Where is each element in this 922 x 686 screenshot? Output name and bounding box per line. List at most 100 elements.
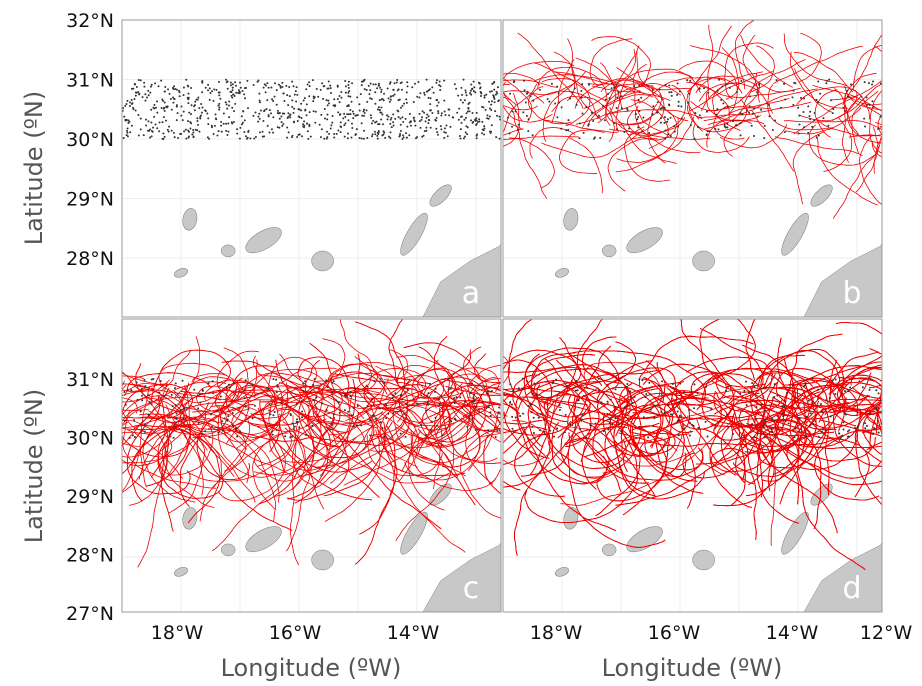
trajectory [880,387,882,391]
trajectory [574,78,655,109]
trajectory [122,379,170,403]
particle [640,96,643,99]
particle [296,418,299,421]
particle [560,127,563,130]
particle [305,424,308,427]
particle [295,86,298,89]
particle [453,397,456,400]
particle [667,103,670,106]
trajectory [880,379,882,382]
particle [875,389,878,392]
trajectory [503,120,523,131]
trajectory [529,127,576,159]
island [220,244,236,258]
particle [793,436,796,439]
particle [286,126,289,129]
particle [706,435,709,438]
particle [301,416,304,419]
particle [297,115,300,118]
trajectory [256,413,292,467]
trajectory [584,416,687,458]
particle [292,121,295,124]
trajectory [731,402,746,481]
particle [433,390,436,393]
trajectory [179,434,203,507]
particle [472,396,475,399]
particle [678,414,681,417]
particle [346,113,349,116]
particle [726,385,729,388]
particle [400,88,403,91]
particle [663,106,666,109]
particle [403,102,406,105]
particle [331,121,334,124]
particle [257,115,260,118]
particle [258,112,261,115]
trajectory [676,319,756,404]
particle [457,118,460,121]
particle [231,83,234,86]
particle [763,423,766,426]
trajectory [483,435,501,495]
particle [405,101,408,104]
particle [175,417,178,420]
particle [280,401,283,404]
particle [125,103,128,106]
particle [527,118,530,121]
particle [703,87,706,90]
particle [293,107,296,110]
trajectory [703,83,761,130]
particle [204,86,207,89]
panel-label: b [842,276,861,311]
trajectory [834,88,861,138]
trajectory [447,379,501,416]
particle [139,410,142,413]
trajectory [699,328,764,399]
particle [638,110,641,113]
particle [460,86,463,89]
particle [438,403,441,406]
particle [347,91,350,94]
trajectory [589,38,633,87]
particle [459,396,462,399]
particle [198,393,201,396]
particle [208,137,211,140]
particle [281,81,284,84]
trajectory [686,25,732,93]
trajectory [503,397,549,465]
particle [483,133,486,136]
trajectory [880,379,882,382]
particle [763,409,766,412]
particle [478,118,481,121]
particle [578,122,581,125]
trajectory [715,392,784,413]
particle [671,382,674,385]
trajectory [672,398,736,476]
trajectory [571,381,682,419]
particle [869,378,872,381]
particle [219,97,222,100]
particle [758,82,761,85]
island [555,567,569,577]
particle [300,116,303,119]
particle [247,407,250,410]
trajectory [832,382,882,467]
trajectory [880,497,882,500]
particle [225,129,228,132]
particle [469,392,472,395]
y-tick-label: 28°N [66,545,114,567]
trajectory [680,319,736,391]
particle [750,124,753,127]
particle [817,101,820,104]
particle [781,412,784,415]
particle [244,97,247,100]
particle [193,388,196,391]
particle [308,123,311,126]
particle [410,120,413,123]
particle [491,82,494,85]
particle [688,92,691,95]
particle [347,105,350,108]
island [692,549,715,571]
particle [347,95,350,98]
particle [815,136,818,139]
